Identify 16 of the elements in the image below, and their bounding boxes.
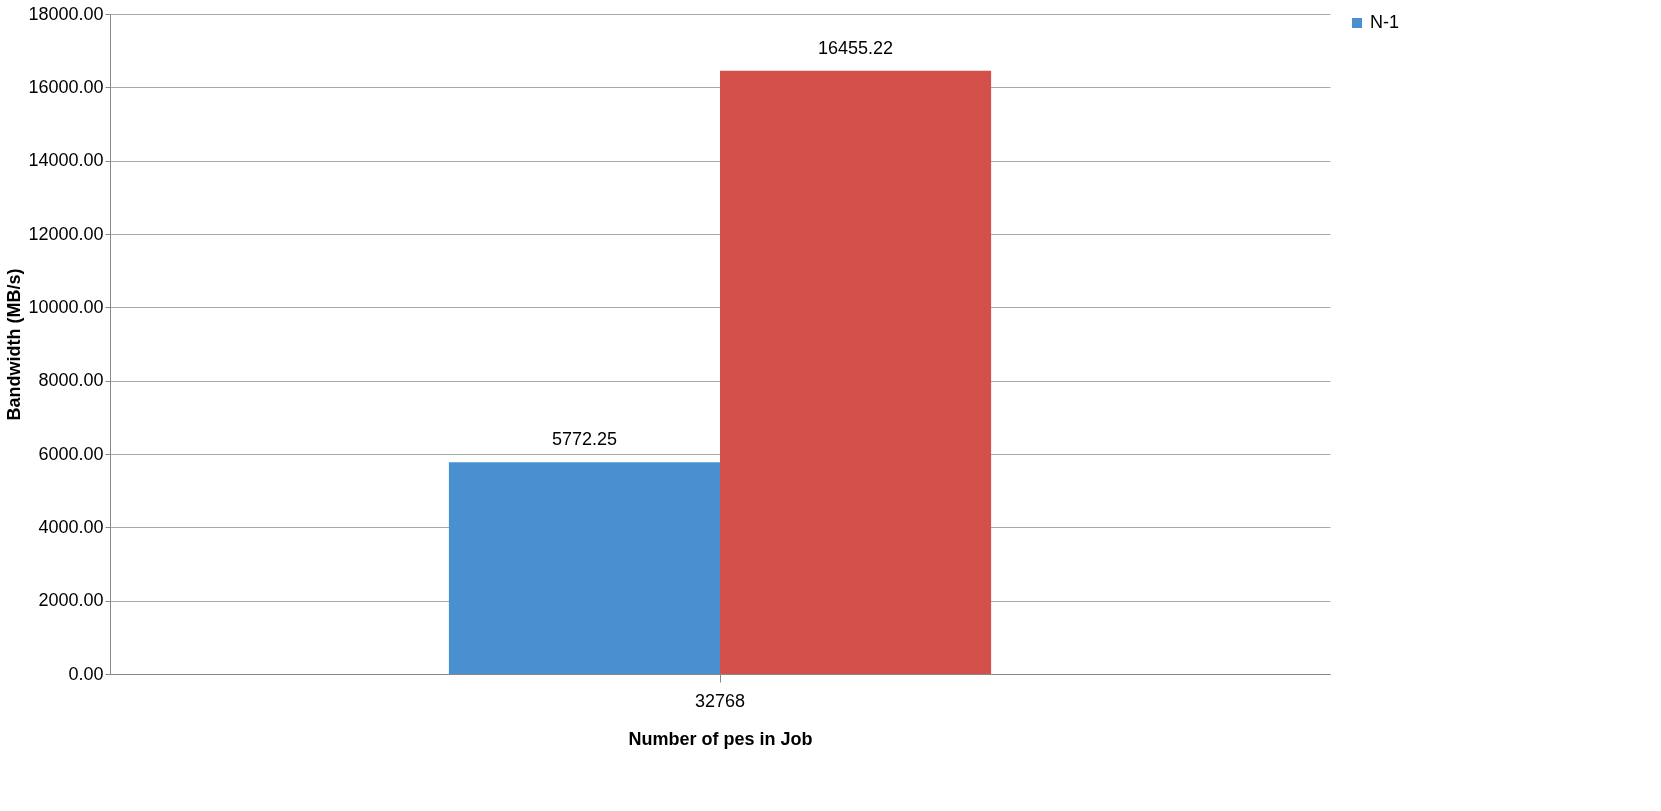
y-axis-title: Bandwidth (MB/s) bbox=[4, 268, 25, 421]
y-tick-label: 10000.00 bbox=[28, 296, 104, 317]
data-label: 5772.25 bbox=[551, 429, 617, 450]
y-tick-label: 8000.00 bbox=[38, 370, 104, 391]
y-tick-label: 2000.00 bbox=[38, 590, 104, 611]
y-tick-label: 12000.00 bbox=[28, 223, 104, 244]
y-tick-label: 4000.00 bbox=[38, 516, 104, 537]
y-tick-label: 16000.00 bbox=[28, 76, 104, 97]
y-tick-label: 14000.00 bbox=[28, 150, 104, 171]
data-label: 16455.22 bbox=[818, 37, 894, 58]
y-tick-label: 0.00 bbox=[68, 663, 104, 684]
x-axis-title: Number of pes in Job bbox=[628, 728, 813, 749]
x-tick-label: 32768 bbox=[694, 690, 746, 711]
y-tick-label: 18000.00 bbox=[28, 3, 104, 24]
y-tick-label: 6000.00 bbox=[38, 443, 104, 464]
legend-label: N-1 bbox=[1370, 12, 1400, 32]
